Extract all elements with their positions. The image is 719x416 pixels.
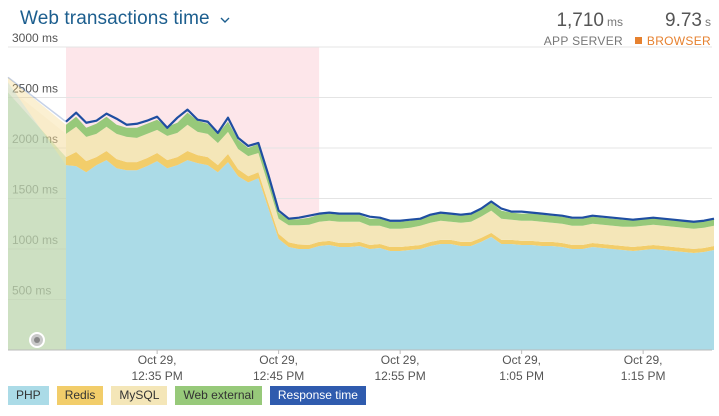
x-tick-label: Oct 29, (259, 353, 298, 367)
chevron-down-icon (220, 17, 230, 23)
x-tick-label: Oct 29, (502, 353, 541, 367)
legend-item-web-external[interactable]: Web external (175, 386, 262, 405)
app-server-stat: 1,710 ms APP SERVER (544, 10, 623, 48)
leading-area (8, 87, 66, 351)
y-tick-label: 2500 ms (12, 82, 58, 96)
leading-area (8, 92, 66, 350)
x-tick-label: Oct 29, (381, 353, 420, 367)
legend-item-php[interactable]: PHP (8, 386, 49, 405)
x-tick-label: 12:35 PM (131, 369, 182, 383)
x-tick-label: 1:15 PM (621, 369, 666, 383)
leading-area (8, 77, 66, 351)
legend-item-response-time[interactable]: Response time (269, 386, 366, 405)
browser-unit: s (705, 15, 711, 29)
y-tick-label: 1500 ms (12, 183, 58, 197)
x-tick-label: 1:05 PM (499, 369, 544, 383)
x-tick-label: Oct 29, (624, 353, 663, 367)
legend-item-redis[interactable]: Redis (56, 386, 104, 405)
app-server-unit: ms (607, 15, 623, 29)
x-tick-label: 12:55 PM (374, 369, 425, 383)
y-tick-label: 2000 ms (12, 132, 58, 146)
area-mysql (66, 124, 714, 249)
response-time-leading-line (7, 76, 67, 123)
browser-value: 9.73 (665, 10, 702, 31)
x-tick-label: Oct 29, (138, 353, 177, 367)
leading-area (8, 82, 66, 350)
browser-square-icon (634, 37, 642, 44)
y-tick-label: 1000 ms (12, 233, 58, 247)
y-tick-label: 500 ms (12, 284, 51, 298)
legend-item-mysql[interactable]: MySQL (111, 386, 168, 405)
area-php (66, 160, 714, 350)
chart-title: Web transactions time (20, 8, 210, 29)
legend: PHP Redis MySQL Web external Response time (8, 386, 366, 405)
app-server-label: APP SERVER (543, 34, 623, 48)
y-tick-label: 3000 ms (12, 31, 58, 45)
x-tick-label: 12:45 PM (253, 369, 304, 383)
browser-stat[interactable]: 9.73 s BROWSER (634, 10, 711, 48)
response-time-line (65, 108, 715, 223)
title-dropdown[interactable]: Web transactions time (20, 8, 230, 30)
browser-label: BROWSER (646, 34, 711, 48)
zoom-handle-dot (34, 337, 40, 343)
app-server-value: 1,710 (556, 10, 604, 31)
